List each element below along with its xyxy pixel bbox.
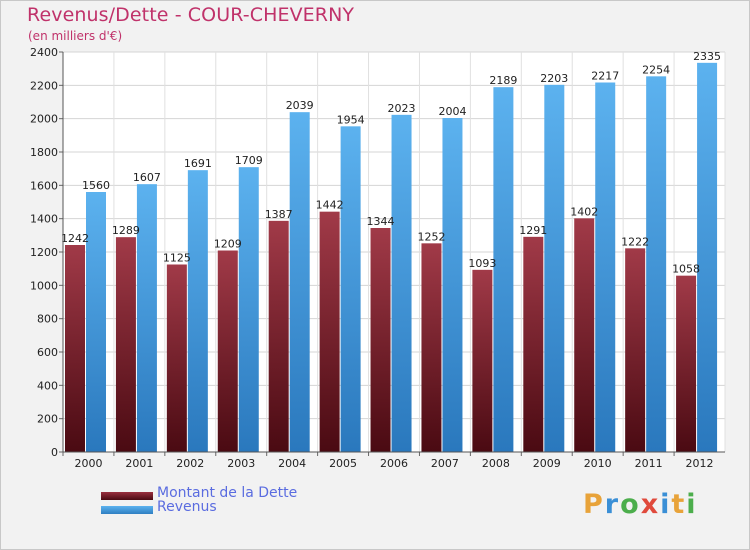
- logo-letter: x: [640, 489, 661, 520]
- value-label-dette: 1242: [61, 232, 89, 245]
- value-label-dette: 1058: [672, 263, 700, 276]
- value-label-revenus: 2004: [438, 105, 466, 118]
- y-tick-label: 2400: [30, 46, 58, 59]
- x-tick-label: 2005: [329, 457, 357, 470]
- x-tick-label: 2001: [125, 457, 153, 470]
- x-tick-label: 2000: [74, 457, 102, 470]
- value-label-dette: 1222: [621, 235, 649, 248]
- bar-dette: [625, 248, 646, 452]
- bar-revenus: [595, 82, 616, 452]
- y-tick-label: 0: [51, 446, 58, 459]
- logo-letter: t: [671, 489, 687, 520]
- bar-revenus: [391, 114, 412, 452]
- y-tick-label: 800: [37, 313, 58, 326]
- bar-dette: [319, 211, 340, 452]
- x-tick-label: 2011: [635, 457, 663, 470]
- value-label-dette: 1289: [112, 224, 140, 237]
- y-tick-label: 1400: [30, 213, 58, 226]
- value-label-revenus: 1709: [235, 154, 263, 167]
- proxiti-logo: Proxiti: [583, 489, 698, 520]
- legend-label-revenus: Revenus: [157, 499, 217, 515]
- bar-revenus: [289, 112, 310, 453]
- y-tick-label: 200: [37, 413, 58, 426]
- y-tick-label: 1600: [30, 179, 58, 192]
- value-label-dette: 1209: [214, 238, 242, 251]
- bar-revenus: [493, 87, 514, 453]
- bar-revenus: [646, 76, 667, 452]
- bar-revenus: [86, 192, 106, 452]
- x-tick-label: 2010: [584, 457, 612, 470]
- bar-dette: [166, 264, 187, 452]
- x-tick-label: 2009: [533, 457, 561, 470]
- logo-letter: i: [686, 489, 698, 520]
- bar-dette: [268, 220, 289, 452]
- bar-revenus: [238, 167, 259, 452]
- value-label-revenus: 2335: [693, 50, 721, 63]
- legend-label-dette: Montant de la Dette: [157, 485, 298, 501]
- x-tick-label: 2003: [227, 457, 255, 470]
- y-tick-label: 2200: [30, 79, 58, 92]
- value-label-dette: 1291: [519, 224, 547, 237]
- bar-dette: [676, 275, 697, 452]
- chart-title: Revenus/Dette - COUR-CHEVERNY: [27, 4, 355, 26]
- y-tick-label: 1000: [30, 279, 58, 292]
- y-tick-label: 600: [37, 346, 58, 359]
- bar-revenus: [136, 184, 157, 452]
- bar-dette: [115, 237, 136, 452]
- value-label-dette: 1402: [570, 205, 598, 218]
- y-tick-label: 400: [37, 379, 58, 392]
- value-label-revenus: 1954: [337, 113, 365, 126]
- y-tick-label: 1800: [30, 146, 58, 159]
- logo-letter: r: [604, 489, 621, 520]
- bar-revenus: [442, 118, 463, 452]
- bar-revenus: [697, 62, 718, 452]
- value-label-dette: 1125: [163, 252, 191, 265]
- value-label-revenus: 1691: [184, 157, 212, 170]
- x-tick-label: 2006: [380, 457, 408, 470]
- bar-dette: [523, 236, 544, 452]
- logo-letter: P: [583, 489, 605, 520]
- value-label-dette: 1093: [468, 257, 496, 270]
- bar-dette: [370, 228, 391, 452]
- x-tick-label: 2004: [278, 457, 306, 470]
- y-tick-label: 2000: [30, 113, 58, 126]
- bar-dette: [65, 245, 85, 452]
- x-tick-label: 2007: [431, 457, 459, 470]
- value-label-revenus: 2189: [489, 74, 517, 87]
- logo-letter: o: [620, 489, 641, 520]
- x-tick-label: 2012: [686, 457, 714, 470]
- value-label-revenus: 2203: [540, 72, 568, 85]
- bar-revenus: [187, 170, 208, 452]
- x-tick-label: 2002: [176, 457, 204, 470]
- value-label-dette: 1442: [316, 199, 344, 212]
- bar-dette: [574, 218, 595, 452]
- chart-subtitle: (en milliers d'€): [28, 29, 123, 43]
- value-label-dette: 1387: [265, 208, 293, 221]
- value-label-revenus: 1560: [82, 179, 110, 192]
- value-label-revenus: 2254: [642, 63, 670, 76]
- x-tick-label: 2008: [482, 457, 510, 470]
- y-tick-label: 1200: [30, 246, 58, 259]
- value-label-dette: 1344: [367, 215, 395, 228]
- bar-dette: [217, 250, 238, 452]
- logo-letter: i: [660, 489, 672, 520]
- bar-revenus: [544, 84, 565, 452]
- value-label-revenus: 2023: [388, 102, 416, 115]
- bar-dette: [472, 269, 493, 452]
- legend-swatch-revenus: [101, 506, 153, 514]
- bar-revenus: [340, 126, 361, 452]
- value-label-revenus: 1607: [133, 171, 161, 184]
- value-label-revenus: 2039: [286, 99, 314, 112]
- value-label-revenus: 2217: [591, 70, 619, 83]
- bar-dette: [421, 243, 442, 452]
- legend-swatch-dette: [101, 492, 153, 500]
- value-label-dette: 1252: [417, 230, 445, 243]
